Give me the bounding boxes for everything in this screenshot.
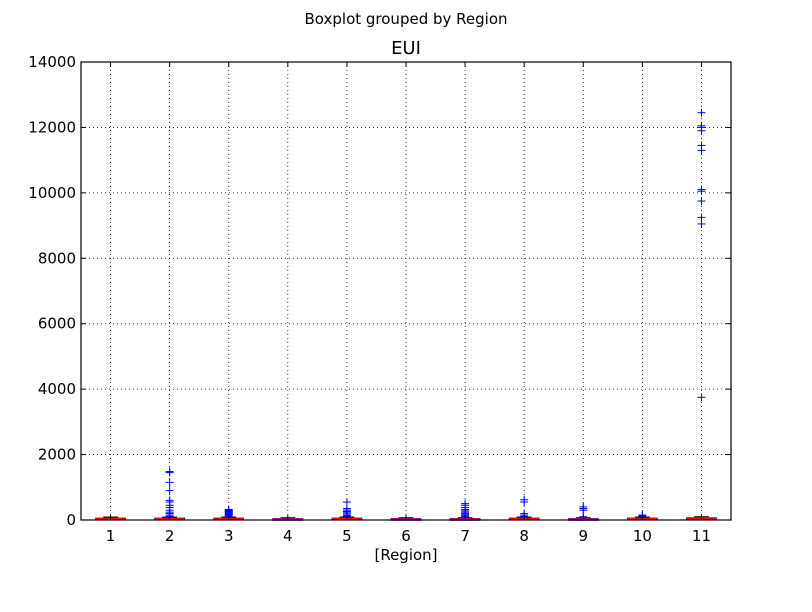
x-tick-label: 6: [401, 527, 411, 545]
outlier-marker: [342, 498, 351, 507]
y-tick-label: 4000: [38, 380, 76, 398]
y-tick-label: 10000: [28, 184, 76, 202]
box-region-2: [154, 467, 186, 521]
outlier-marker: [697, 393, 706, 402]
x-tick-label: 9: [578, 527, 588, 545]
x-tick-label: 2: [165, 527, 175, 545]
outlier-marker: [165, 467, 174, 476]
outlier-marker: [461, 499, 470, 508]
x-tick-label: 3: [224, 527, 234, 545]
x-tick-label: 10: [633, 527, 652, 545]
outlier-marker: [579, 502, 588, 511]
y-tick-label: 6000: [38, 315, 76, 333]
outlier-marker: [165, 486, 174, 495]
x-axis-label: [Region]: [374, 546, 437, 564]
outlier-marker: [224, 505, 233, 514]
x-tick-label: 4: [283, 527, 293, 545]
outlier-marker: [165, 496, 174, 505]
outlier-marker: [697, 108, 706, 117]
outlier-marker: [697, 185, 706, 194]
y-tick-label: 2000: [38, 446, 76, 464]
x-tick-label: 7: [460, 527, 470, 545]
x-tick-label: 8: [519, 527, 529, 545]
outlier-marker: [520, 495, 529, 504]
outlier-marker: [697, 121, 706, 130]
outlier-marker: [165, 478, 174, 487]
y-tick-label: 0: [66, 511, 76, 529]
outlier-marker: [697, 213, 706, 222]
x-tick-label: 11: [692, 527, 711, 545]
grid-lines: [81, 62, 731, 520]
x-tick-label: 1: [106, 527, 116, 545]
chart-suptitle: Boxplot grouped by Region: [305, 10, 508, 28]
y-tick-label: 8000: [38, 249, 76, 267]
x-tick-label: 5: [342, 527, 352, 545]
chart-title: EUI: [391, 38, 421, 59]
y-tick-label: 12000: [28, 118, 76, 136]
axis-ticks: 0 2000 4000 6000 8000 10000 12000 14000 1 2 3 4 5 6 7 8…: [28, 53, 731, 545]
outlier-marker: [697, 197, 706, 206]
outlier-marker: [697, 141, 706, 150]
y-tick-label: 14000: [28, 53, 76, 71]
